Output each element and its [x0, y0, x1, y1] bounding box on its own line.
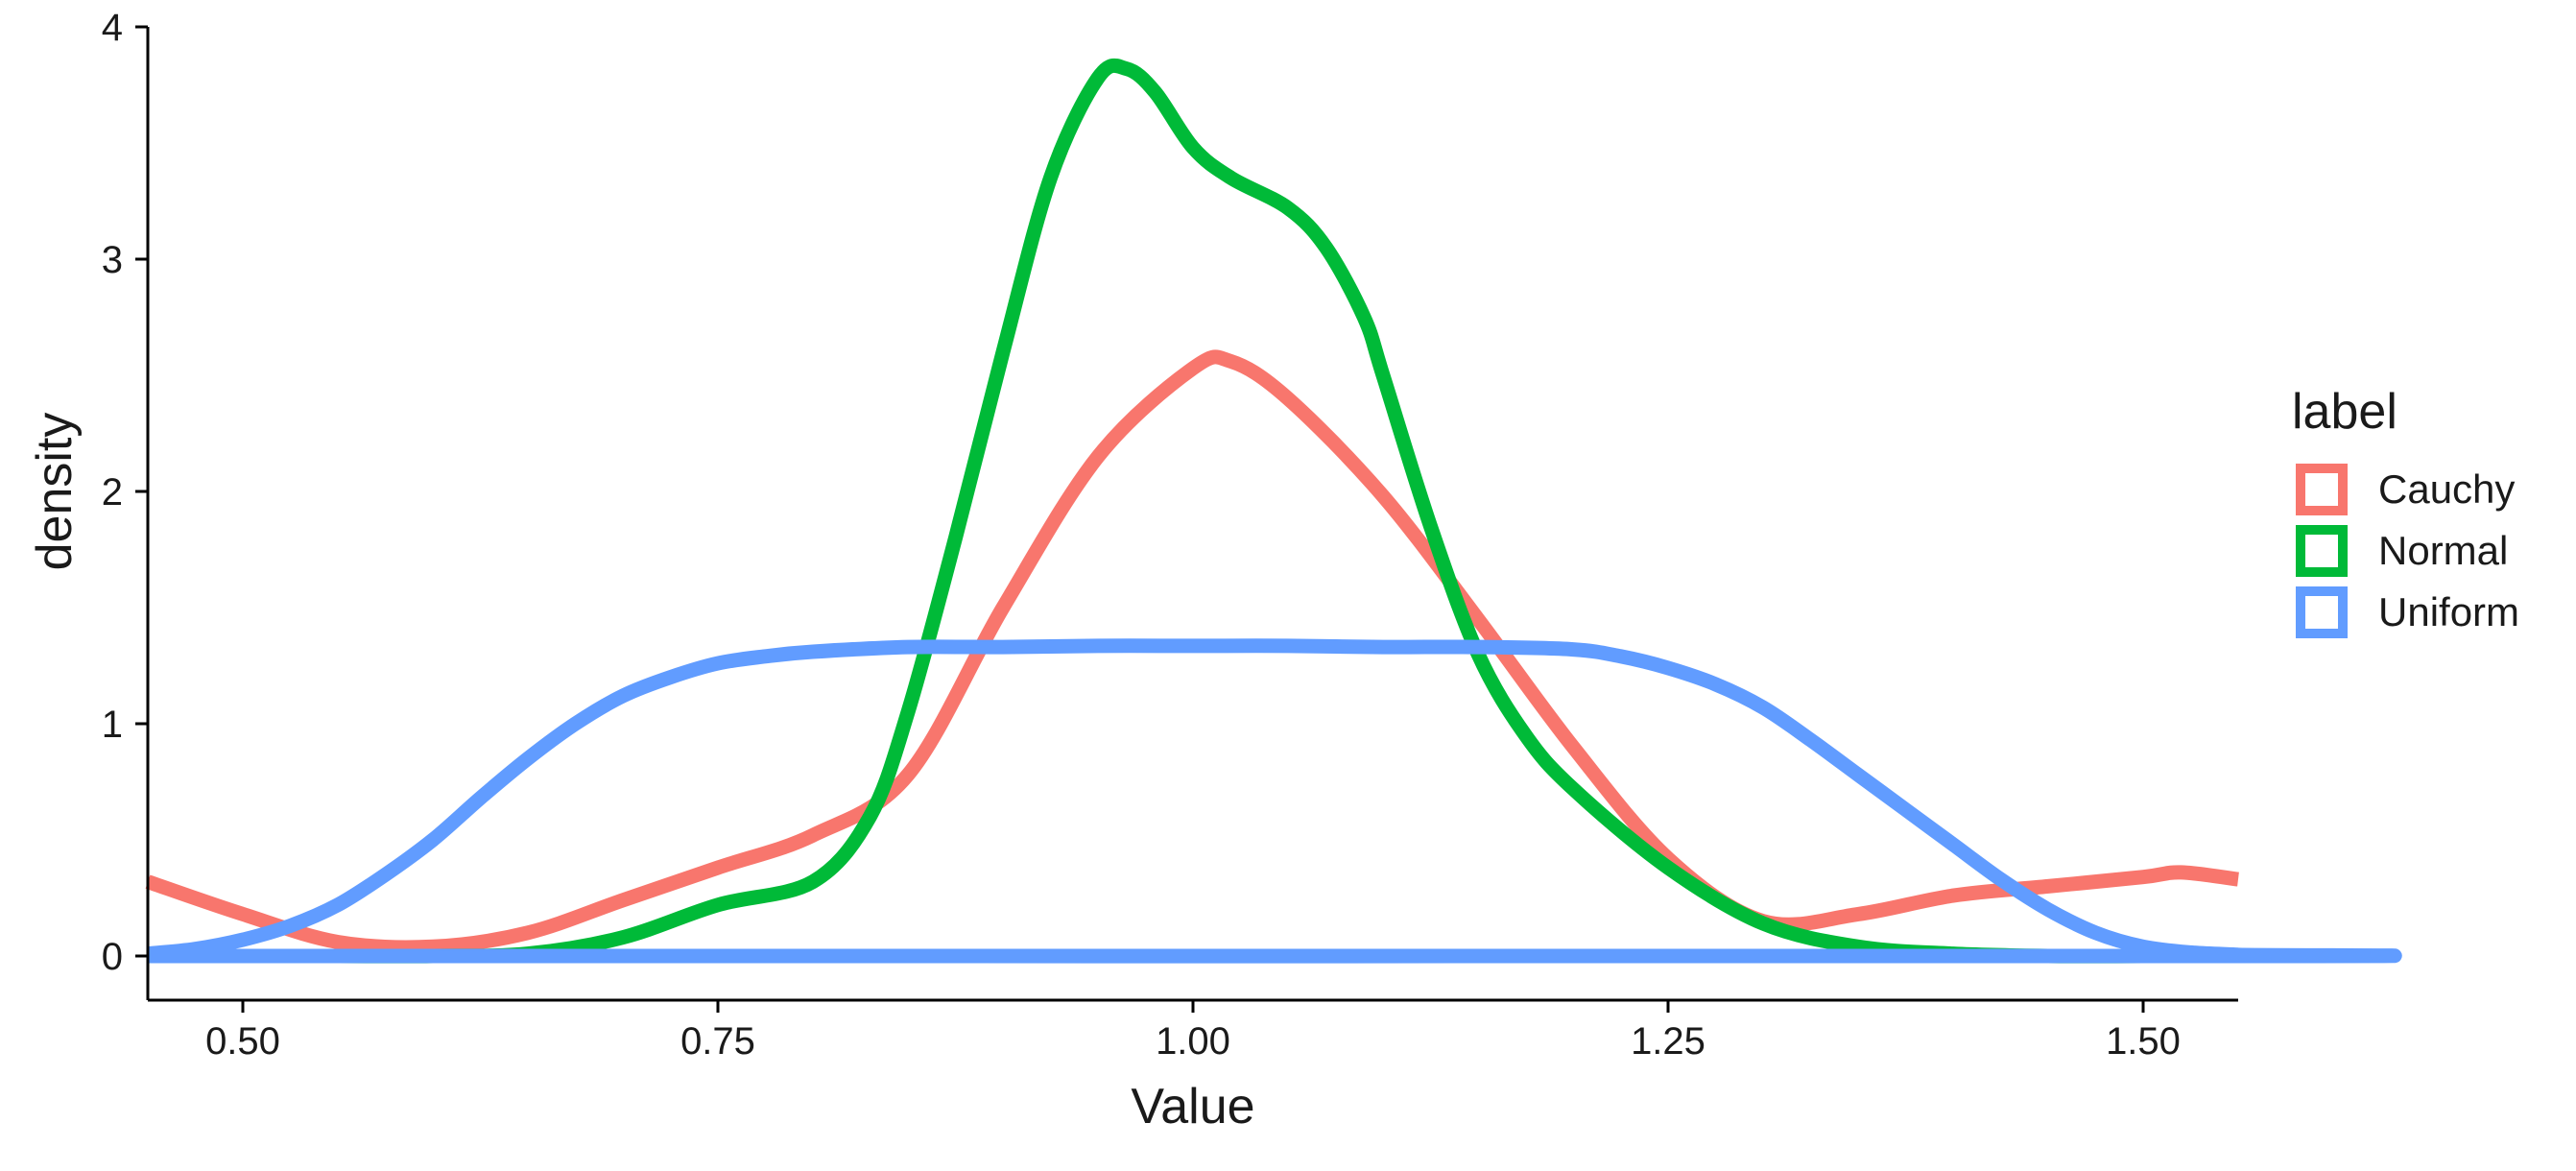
legend-swatch-uniform [2296, 586, 2348, 638]
x-tick-label: 1.50 [2106, 1020, 2181, 1063]
series-line-normal [148, 58, 2238, 964]
legend-swatch-normal [2296, 525, 2348, 577]
legend-items: Cauchy Normal Uniform [2296, 464, 2519, 638]
series-line-uniform [147, 638, 2402, 964]
y-axis-title: density [27, 413, 83, 571]
x-tick-label: 0.75 [680, 1020, 755, 1063]
series-layer [145, 58, 2402, 964]
legend-label-cauchy: Cauchy [2378, 466, 2515, 512]
legend-title: label [2292, 384, 2397, 440]
y-tick-label: 0 [102, 936, 123, 978]
x-ticks: 0.50 0.75 1.00 1.25 1.50 [205, 1000, 2181, 1063]
y-tick-label: 2 [102, 471, 123, 514]
x-tick-label: 0.50 [205, 1020, 280, 1063]
legend-label-uniform: Uniform [2378, 589, 2519, 634]
legend-swatch-cauchy [2296, 464, 2348, 515]
legend: label Cauchy Normal Uniform [2292, 384, 2519, 638]
y-tick-label: 3 [102, 239, 123, 281]
x-axis-title: Value [1131, 1079, 1254, 1135]
x-tick-label: 1.00 [1156, 1020, 1230, 1063]
legend-label-normal: Normal [2378, 528, 2508, 573]
axes-layer: 0.50 0.75 1.00 1.25 1.50 0 1 2 3 4 [102, 7, 2238, 1063]
y-tick-label: 1 [102, 704, 123, 746]
y-tick-label: 4 [102, 7, 123, 49]
series-line-cauchy [145, 349, 2239, 955]
x-tick-label: 1.25 [1631, 1020, 1705, 1063]
y-ticks: 0 1 2 3 4 [102, 7, 148, 978]
